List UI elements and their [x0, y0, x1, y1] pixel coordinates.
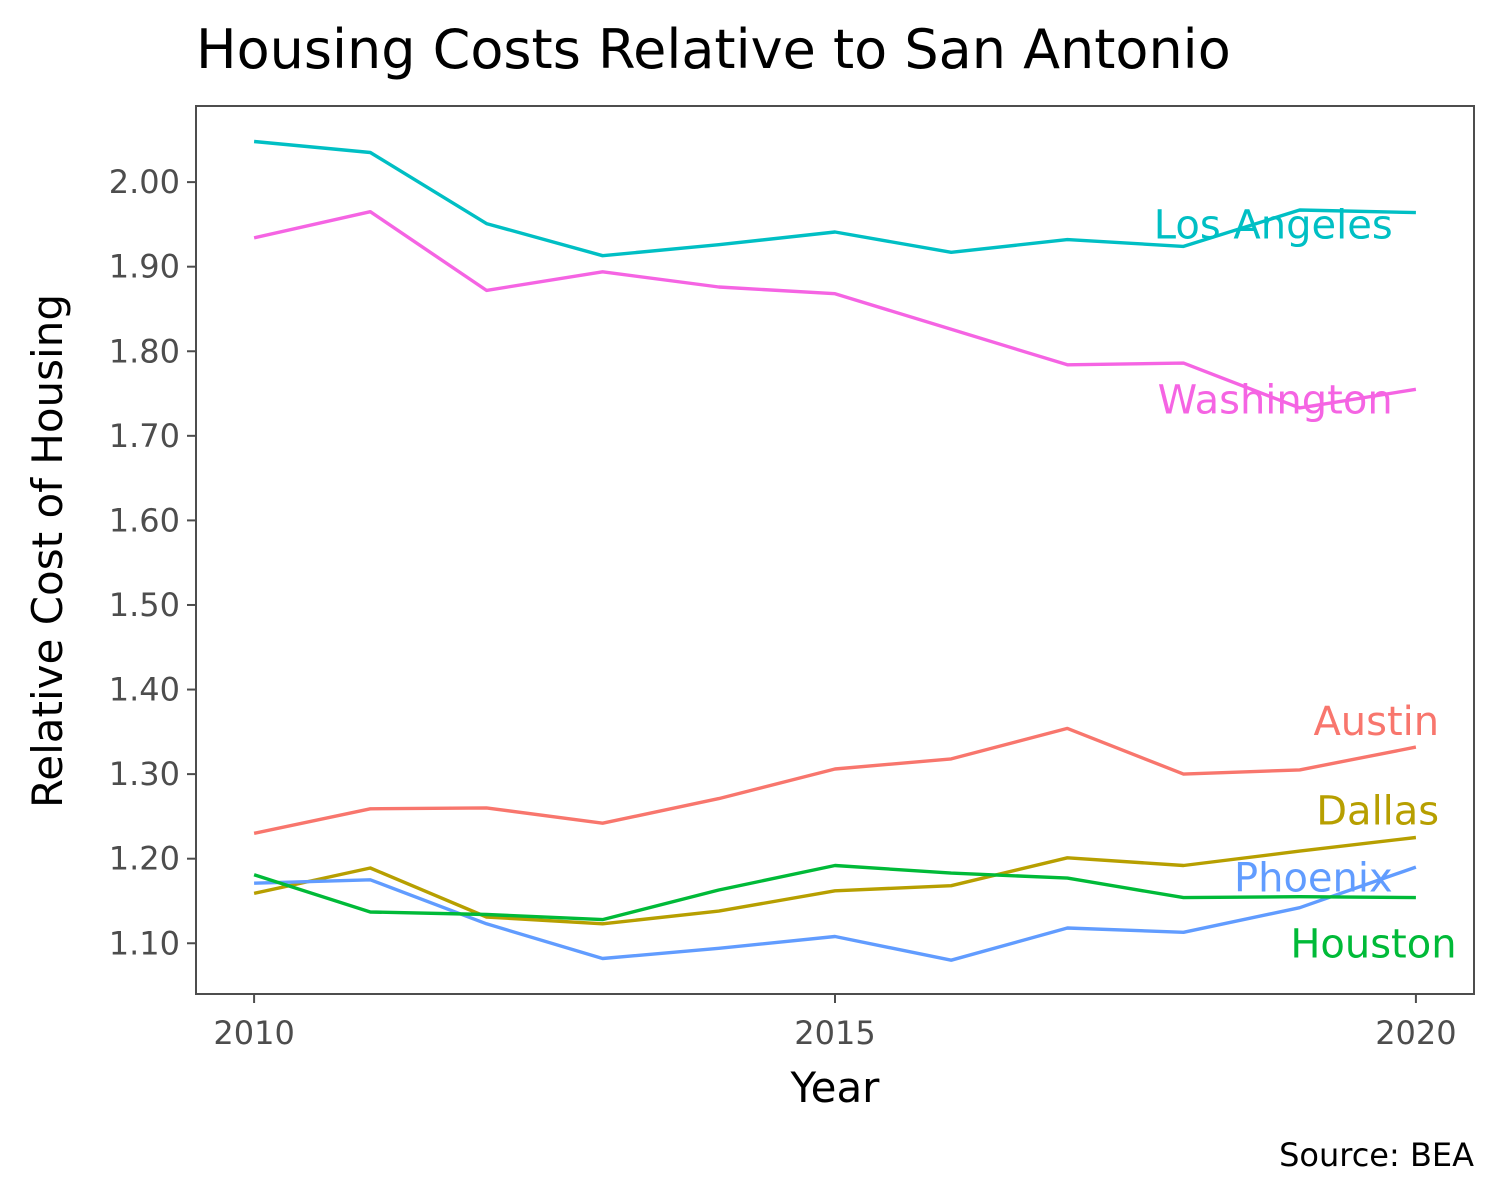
- y-tick-label: 1.70: [109, 417, 180, 455]
- series-line-austin: [253, 726, 1417, 835]
- y-axis-title: Relative Cost of Housing: [23, 294, 72, 808]
- series-label-houston: Houston: [1290, 921, 1456, 967]
- x-axis-title: Year: [790, 1063, 881, 1112]
- series-label-austin: Austin: [1313, 699, 1439, 745]
- series-label-washington: Washington: [1158, 377, 1393, 423]
- series-label-los-angeles: Los Angeles: [1154, 202, 1393, 248]
- series-label-dallas: Dallas: [1316, 788, 1439, 834]
- y-tick-label: 1.60: [109, 501, 180, 539]
- x-axis: 2010 2015 2020: [213, 994, 1457, 1052]
- y-axis: 2.00 1.90 1.80 1.70 1.60 1.50 1.40 1.30 1.20 1.10: [109, 163, 196, 962]
- x-tick-label: 2015: [794, 1014, 875, 1052]
- series-lines: [253, 139, 1417, 962]
- chart-title: Housing Costs Relative to San Antonio: [196, 18, 1231, 81]
- chart-caption: Source: BEA: [1279, 1136, 1474, 1174]
- series-label-phoenix: Phoenix: [1234, 855, 1393, 901]
- plot-area: [195, 105, 1475, 995]
- y-tick-label: 1.40: [109, 671, 180, 709]
- y-tick-label: 2.00: [109, 163, 180, 201]
- x-tick-label: 2010: [213, 1014, 294, 1052]
- series-labels: Los Angeles Washington Austin Dallas Phoenix…: [1154, 202, 1457, 967]
- y-tick-label: 1.90: [109, 248, 180, 286]
- y-tick-label: 1.30: [109, 755, 180, 793]
- series-line-los-angeles: [253, 139, 1416, 258]
- series-line-houston: [253, 863, 1416, 922]
- y-tick-label: 1.80: [109, 332, 180, 370]
- series-line-phoenix: [254, 865, 1417, 962]
- series-line-washington: [253, 209, 1417, 410]
- y-tick-label: 1.50: [109, 586, 180, 624]
- series-line-dallas: [253, 835, 1417, 926]
- x-tick-label: 2020: [1375, 1014, 1456, 1052]
- y-tick-label: 1.20: [109, 840, 180, 878]
- y-tick-label: 1.10: [109, 924, 180, 962]
